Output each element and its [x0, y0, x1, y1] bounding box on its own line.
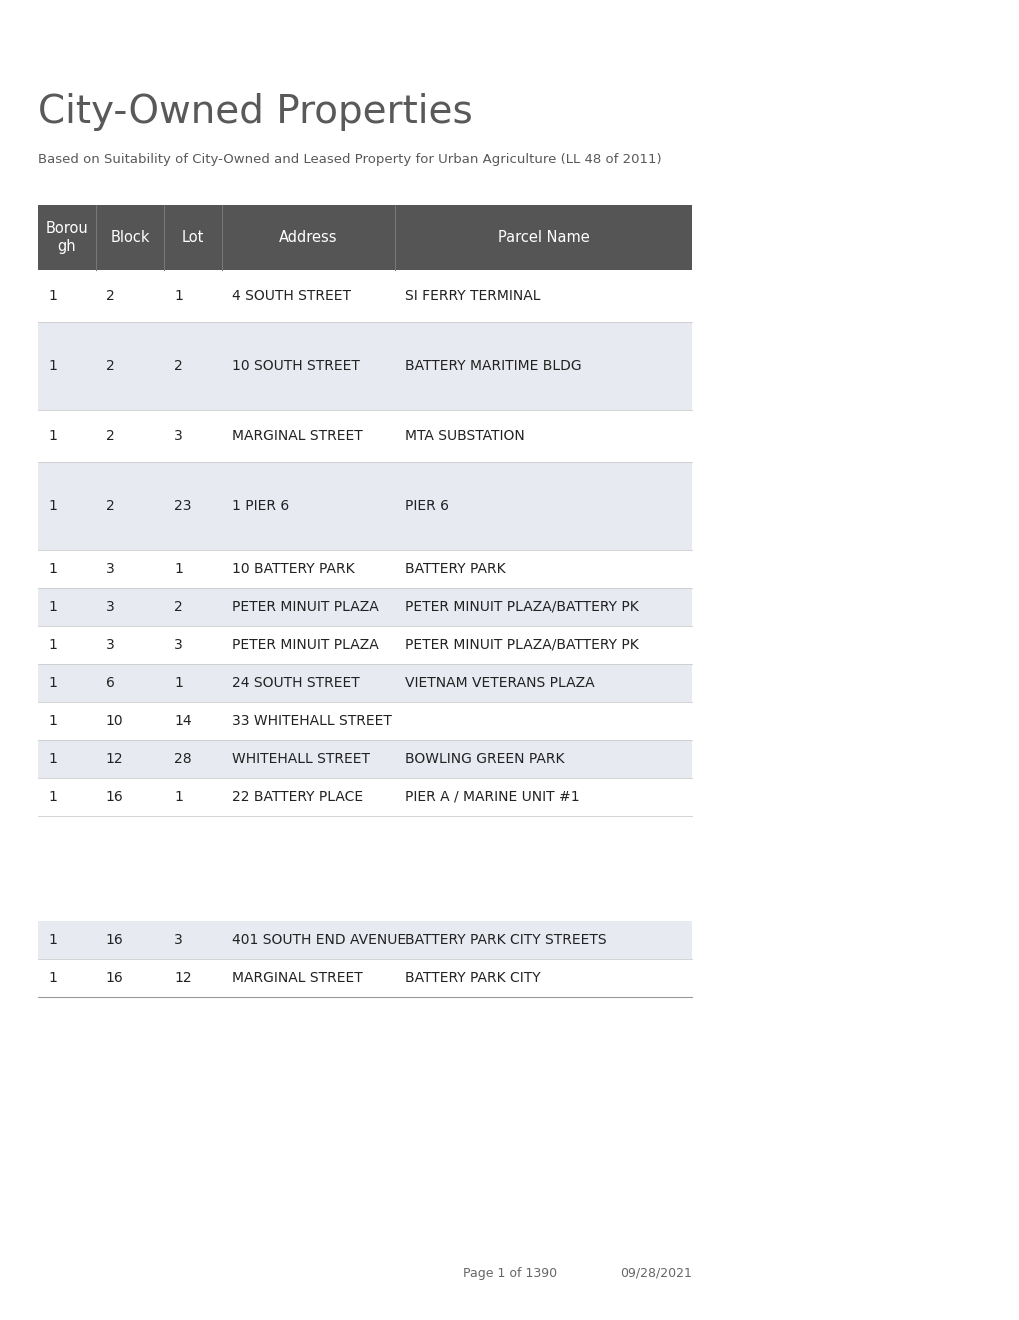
Bar: [38, 777, 691, 816]
Text: 1: 1: [174, 789, 183, 804]
Bar: [38, 664, 691, 702]
Bar: [38, 587, 691, 626]
Text: BOWLING GREEN PARK: BOWLING GREEN PARK: [405, 752, 565, 766]
Bar: [38, 322, 691, 411]
Bar: [38, 411, 691, 462]
Text: 1: 1: [48, 289, 57, 304]
Text: 14: 14: [174, 714, 192, 729]
Text: 1: 1: [48, 789, 57, 804]
Text: City-Owned Properties: City-Owned Properties: [38, 92, 472, 131]
Text: 1: 1: [48, 499, 57, 513]
Text: 3: 3: [174, 429, 182, 444]
Text: PETER MINUIT PLAZA/BATTERY PK: PETER MINUIT PLAZA/BATTERY PK: [405, 638, 638, 652]
Text: 3: 3: [105, 562, 114, 576]
Text: 1: 1: [174, 562, 183, 576]
Text: 1: 1: [48, 429, 57, 444]
Bar: [38, 205, 691, 271]
Bar: [38, 921, 691, 960]
Text: Block: Block: [110, 230, 150, 246]
Text: WHITEHALL STREET: WHITEHALL STREET: [231, 752, 370, 766]
Text: PIER 6: PIER 6: [405, 499, 448, 513]
Text: 3: 3: [174, 933, 182, 946]
Text: Based on Suitability of City-Owned and Leased Property for Urban Agriculture (LL: Based on Suitability of City-Owned and L…: [38, 153, 661, 166]
Text: MARGINAL STREET: MARGINAL STREET: [231, 972, 362, 985]
Text: 2: 2: [105, 499, 114, 513]
Text: 1 PIER 6: 1 PIER 6: [231, 499, 288, 513]
Text: 1: 1: [48, 359, 57, 374]
Text: 2: 2: [105, 289, 114, 304]
Text: 2: 2: [105, 359, 114, 374]
Text: BATTERY PARK CITY STREETS: BATTERY PARK CITY STREETS: [405, 933, 606, 946]
Text: BATTERY MARITIME BLDG: BATTERY MARITIME BLDG: [405, 359, 581, 374]
Bar: [38, 462, 691, 550]
Text: 1: 1: [48, 676, 57, 690]
Bar: [38, 626, 691, 664]
Text: SI FERRY TERMINAL: SI FERRY TERMINAL: [405, 289, 540, 304]
Text: MTA SUBSTATION: MTA SUBSTATION: [405, 429, 525, 444]
Text: MARGINAL STREET: MARGINAL STREET: [231, 429, 362, 444]
Text: PIER A / MARINE UNIT #1: PIER A / MARINE UNIT #1: [405, 789, 579, 804]
Text: 1: 1: [48, 562, 57, 576]
Text: 16: 16: [105, 972, 123, 985]
Text: Lot: Lot: [181, 230, 204, 246]
Bar: [38, 960, 691, 997]
Text: PETER MINUIT PLAZA: PETER MINUIT PLAZA: [231, 638, 378, 652]
Text: 1: 1: [48, 638, 57, 652]
Text: 24 SOUTH STREET: 24 SOUTH STREET: [231, 676, 359, 690]
Text: 1: 1: [48, 933, 57, 946]
Text: Page 1 of 1390: Page 1 of 1390: [463, 1267, 556, 1280]
Text: 1: 1: [174, 676, 183, 690]
Text: VIETNAM VETERANS PLAZA: VIETNAM VETERANS PLAZA: [405, 676, 594, 690]
Text: PETER MINUIT PLAZA/BATTERY PK: PETER MINUIT PLAZA/BATTERY PK: [405, 601, 638, 614]
Text: 10 SOUTH STREET: 10 SOUTH STREET: [231, 359, 360, 374]
Text: PETER MINUIT PLAZA: PETER MINUIT PLAZA: [231, 601, 378, 614]
Text: 33 WHITEHALL STREET: 33 WHITEHALL STREET: [231, 714, 391, 729]
Bar: [38, 702, 691, 741]
Bar: [38, 550, 691, 587]
Text: 16: 16: [105, 789, 123, 804]
Text: 1: 1: [48, 752, 57, 766]
Bar: [38, 271, 691, 322]
Text: 2: 2: [174, 601, 182, 614]
Text: 12: 12: [174, 972, 192, 985]
Text: BATTERY PARK: BATTERY PARK: [405, 562, 505, 576]
Text: 28: 28: [174, 752, 192, 766]
Text: 3: 3: [174, 638, 182, 652]
Text: 1: 1: [174, 289, 183, 304]
Text: Address: Address: [279, 230, 337, 246]
Text: 4 SOUTH STREET: 4 SOUTH STREET: [231, 289, 351, 304]
Text: 22 BATTERY PLACE: 22 BATTERY PLACE: [231, 789, 363, 804]
Text: 2: 2: [105, 429, 114, 444]
Text: 1: 1: [48, 601, 57, 614]
Text: Parcel Name: Parcel Name: [497, 230, 589, 246]
Text: 10 BATTERY PARK: 10 BATTERY PARK: [231, 562, 354, 576]
Text: 09/28/2021: 09/28/2021: [620, 1267, 691, 1280]
Text: 3: 3: [105, 638, 114, 652]
Bar: [38, 741, 691, 777]
Text: 2: 2: [174, 359, 182, 374]
Text: 1: 1: [48, 972, 57, 985]
Text: 10: 10: [105, 714, 123, 729]
Text: 1: 1: [48, 714, 57, 729]
Text: 16: 16: [105, 933, 123, 946]
Text: 3: 3: [105, 601, 114, 614]
Text: 401 SOUTH END AVENUE: 401 SOUTH END AVENUE: [231, 933, 406, 946]
Text: 23: 23: [174, 499, 192, 513]
Text: 6: 6: [105, 676, 114, 690]
Text: 12: 12: [105, 752, 123, 766]
Text: BATTERY PARK CITY: BATTERY PARK CITY: [405, 972, 540, 985]
Text: Borou
gh: Borou gh: [46, 222, 88, 253]
